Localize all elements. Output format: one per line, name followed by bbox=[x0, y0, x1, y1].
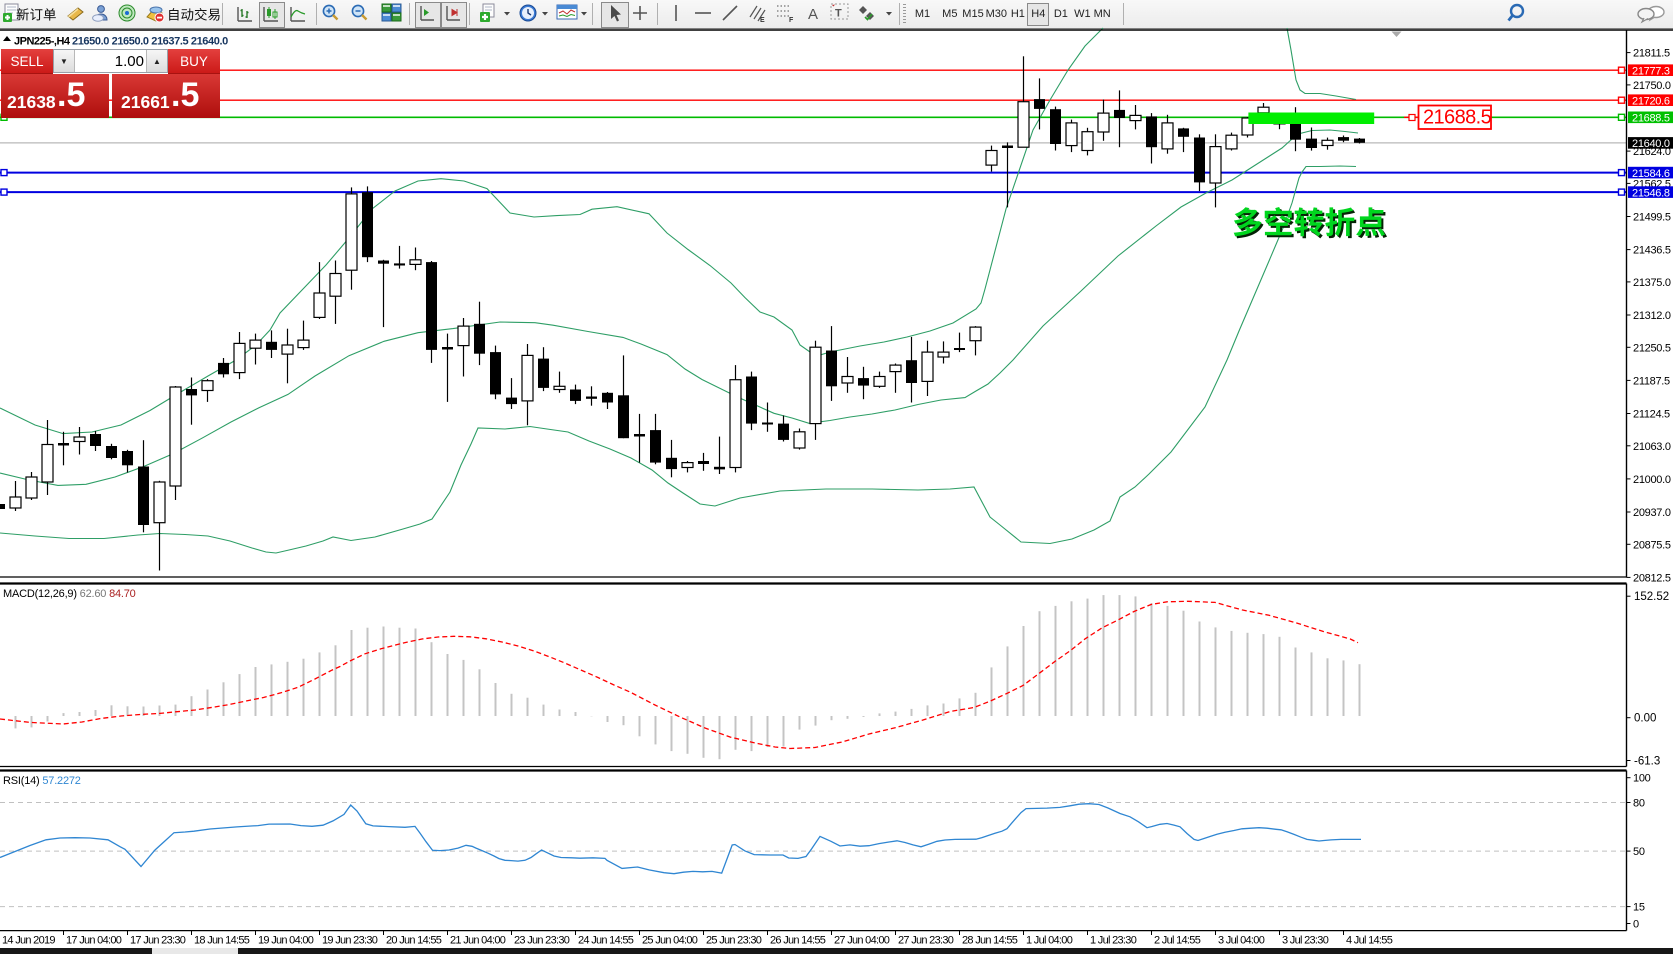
svg-text:28 Jun 14:55: 28 Jun 14:55 bbox=[962, 935, 1018, 947]
svg-text:21624.0: 21624.0 bbox=[1633, 146, 1671, 158]
svg-text:21811.5: 21811.5 bbox=[1633, 48, 1670, 60]
svg-text:20812.5: 20812.5 bbox=[1633, 572, 1671, 584]
svg-text:27 Jun 23:30: 27 Jun 23:30 bbox=[898, 935, 954, 947]
svg-text:21124.5: 21124.5 bbox=[1633, 409, 1670, 421]
svg-text:21688.5: 21688.5 bbox=[1632, 113, 1670, 125]
svg-text:JPN225-,H4: JPN225-,H4 bbox=[14, 36, 71, 48]
svg-text:20937.0: 20937.0 bbox=[1633, 507, 1671, 519]
svg-text:21000.0: 21000.0 bbox=[1633, 474, 1671, 486]
svg-text:50: 50 bbox=[1633, 846, 1645, 858]
svg-text:21499.5: 21499.5 bbox=[1633, 212, 1671, 224]
svg-text:0.00: 0.00 bbox=[1634, 713, 1656, 725]
svg-text:1 Jul 04:00: 1 Jul 04:00 bbox=[1026, 935, 1073, 947]
svg-text:E: E bbox=[760, 17, 765, 24]
svg-text:27 Jun 04:00: 27 Jun 04:00 bbox=[834, 935, 890, 947]
svg-text:3 Jul 23:30: 3 Jul 23:30 bbox=[1282, 935, 1329, 947]
svg-text:-61.3: -61.3 bbox=[1634, 756, 1660, 768]
svg-text:17 Jun 04:00: 17 Jun 04:00 bbox=[66, 935, 122, 947]
svg-text:21250.5: 21250.5 bbox=[1633, 342, 1671, 354]
svg-text:21750.0: 21750.0 bbox=[1633, 80, 1671, 92]
svg-text:21546.8: 21546.8 bbox=[1632, 187, 1670, 199]
svg-text:F: F bbox=[789, 17, 794, 24]
svg-text:A: A bbox=[808, 6, 818, 23]
svg-text:4 Jul 14:55: 4 Jul 14:55 bbox=[1346, 935, 1393, 947]
svg-text:23 Jun 23:30: 23 Jun 23:30 bbox=[514, 935, 570, 947]
svg-text:21584.6: 21584.6 bbox=[1632, 168, 1670, 180]
svg-text:20 Jun 14:55: 20 Jun 14:55 bbox=[386, 935, 442, 947]
svg-text:25 Jun 23:30: 25 Jun 23:30 bbox=[706, 935, 762, 947]
svg-text:152.52: 152.52 bbox=[1634, 591, 1669, 603]
svg-text:21640.0: 21640.0 bbox=[1632, 138, 1670, 150]
svg-text:20875.5: 20875.5 bbox=[1633, 539, 1671, 551]
svg-text:15: 15 bbox=[1633, 902, 1645, 914]
svg-text:21720.6: 21720.6 bbox=[1632, 95, 1670, 107]
svg-text:19 Jun 04:00: 19 Jun 04:00 bbox=[258, 935, 314, 947]
svg-text:RSI(14) 57.2272: RSI(14) 57.2272 bbox=[3, 775, 81, 787]
svg-text:14 Jun 2019: 14 Jun 2019 bbox=[2, 935, 55, 947]
svg-text:18 Jun 14:55: 18 Jun 14:55 bbox=[194, 935, 250, 947]
svg-text:0: 0 bbox=[1633, 919, 1639, 931]
svg-text:1 Jul 23:30: 1 Jul 23:30 bbox=[1090, 935, 1137, 947]
svg-text:21312.0: 21312.0 bbox=[1633, 310, 1671, 322]
svg-text:21375.0: 21375.0 bbox=[1633, 277, 1671, 289]
svg-text:21 Jun 04:00: 21 Jun 04:00 bbox=[450, 935, 506, 947]
svg-text:21436.5: 21436.5 bbox=[1633, 245, 1671, 257]
svg-text:25 Jun 04:00: 25 Jun 04:00 bbox=[642, 935, 698, 947]
svg-text:21650.0 21650.0 21637.5 21640.: 21650.0 21650.0 21637.5 21640.0 bbox=[72, 36, 228, 48]
svg-text:2 Jul 14:55: 2 Jul 14:55 bbox=[1154, 935, 1201, 947]
svg-text:T: T bbox=[835, 8, 842, 20]
svg-text:21063.0: 21063.0 bbox=[1633, 441, 1671, 453]
svg-text:19 Jun 23:30: 19 Jun 23:30 bbox=[322, 935, 378, 947]
svg-text:100: 100 bbox=[1633, 773, 1651, 785]
svg-text:21688.5: 21688.5 bbox=[1423, 107, 1492, 129]
svg-text:3 Jul 04:00: 3 Jul 04:00 bbox=[1218, 935, 1265, 947]
svg-text:80: 80 bbox=[1633, 798, 1645, 810]
svg-text:MACD(12,26,9) 62.60 84.70: MACD(12,26,9) 62.60 84.70 bbox=[3, 588, 136, 600]
svg-text:21187.5: 21187.5 bbox=[1633, 375, 1670, 387]
svg-text:26 Jun 14:55: 26 Jun 14:55 bbox=[770, 935, 826, 947]
svg-text:21777.3: 21777.3 bbox=[1632, 65, 1670, 77]
svg-text:17 Jun 23:30: 17 Jun 23:30 bbox=[130, 935, 186, 947]
svg-text:24 Jun 14:55: 24 Jun 14:55 bbox=[578, 935, 634, 947]
